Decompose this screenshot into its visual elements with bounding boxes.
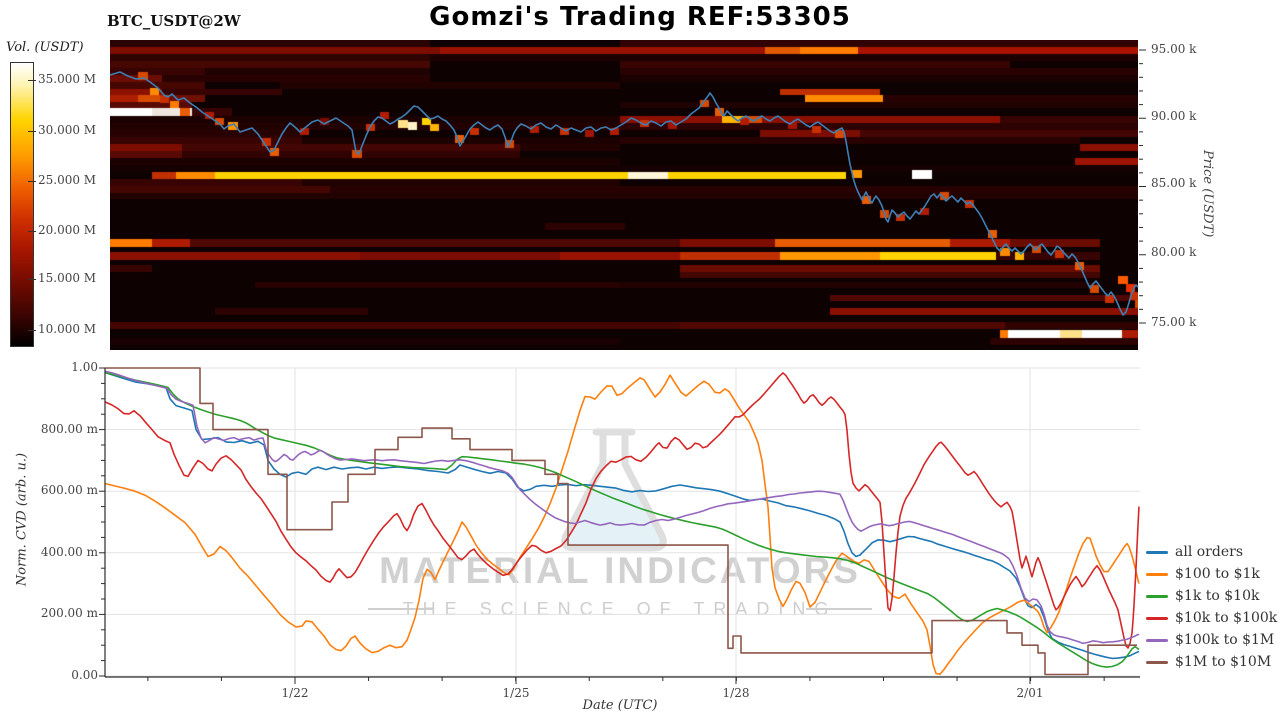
legend-line-sample [1146, 572, 1168, 576]
series--1m-to-10m [105, 367, 1137, 676]
series--1k-to-10k [104, 371, 1140, 668]
legend-label: $100k to $1M [1175, 632, 1275, 648]
watermark-dash-right [806, 608, 872, 610]
colorbar-tick-label: 30.000 M [38, 123, 97, 137]
series--100k-to-1m [104, 370, 1140, 645]
colorbar-tick-label: 25.000 M [38, 173, 97, 187]
colorbar-tick-mark [28, 279, 36, 280]
price-tick-label: 75.00 k [1151, 315, 1197, 329]
colorbar-tick-label: 15.000 M [38, 271, 97, 285]
legend-item: $100 to $1k [1146, 563, 1277, 585]
date-tick-label: 1/25 [502, 686, 530, 700]
series-all-orders [104, 371, 1140, 660]
series--10k-to-100k [104, 372, 1140, 649]
legend-line-sample [1146, 616, 1168, 620]
legend-item: all orders [1146, 541, 1277, 563]
volume-colorbar [10, 62, 34, 347]
price-tick-label: 85.00 k [1151, 176, 1197, 190]
cvd-tick-label: 400.00 m [40, 544, 98, 559]
instrument-label: BTC_USDT@2W [107, 12, 241, 30]
series--100-to-1k [104, 374, 1140, 675]
legend-item: $1k to $10k [1146, 585, 1277, 607]
colorbar-tick-label: 20.000 M [38, 223, 97, 237]
colorbar-tick-mark [28, 131, 36, 132]
price-axis-label: Price (USDT) [1200, 150, 1215, 238]
colorbar-tick-label: 35.000 M [38, 72, 97, 86]
legend-line-sample [1146, 638, 1168, 642]
legend-label: $10k to $100k [1175, 610, 1278, 626]
watermark-dash-left [368, 608, 434, 610]
legend: all orders $100 to $1k $1k to $10k $10k to … [1146, 541, 1277, 673]
legend-label: $1k to $10k [1175, 588, 1260, 604]
page-title: Gomzi's Trading REF:53305 [429, 2, 851, 32]
price-tick-label: 95.00 k [1151, 42, 1197, 56]
legend-label: all orders [1175, 544, 1243, 560]
colorbar-label: Vol. (USDT) [6, 40, 84, 55]
date-tick-label: 2/01 [1016, 686, 1044, 700]
legend-line-sample [1146, 550, 1168, 554]
price-tick-label: 90.00 k [1151, 109, 1197, 123]
watermark-line1: MATERIAL INDICATORS [379, 550, 861, 591]
date-tick-label: 1/28 [722, 686, 750, 700]
legend-item: $100k to $1M [1146, 629, 1277, 651]
cvd-tick-label: 800.00 m [40, 421, 98, 436]
colorbar-tick-mark [28, 181, 36, 182]
price-tick-label: 80.00 k [1151, 245, 1197, 259]
legend-label: $100 to $1k [1175, 566, 1260, 582]
flask-icon [561, 428, 667, 552]
colorbar-tick-mark [28, 330, 36, 331]
cvd-tick-label: 600.00 m [40, 483, 98, 498]
colorbar-tick-mark [28, 80, 36, 81]
legend-line-sample [1146, 594, 1168, 598]
cvd-tick-label: 1.00 [71, 360, 98, 374]
cvd-tick-label: 200.00 m [40, 606, 98, 621]
legend-item: $1M to $10M [1146, 651, 1277, 673]
legend-line-sample [1146, 660, 1168, 664]
legend-label: $1M to $10M [1175, 654, 1272, 670]
colorbar-tick-mark [28, 231, 36, 232]
cvd-axis-label: Norm. CVD (arb. u.) [14, 452, 30, 587]
orderbook-heatmap [110, 40, 1138, 350]
colorbar-tick-label: 10.000 M [38, 322, 97, 336]
cvd-tick-label: 0.00 [71, 668, 98, 682]
legend-item: $10k to $100k [1146, 607, 1277, 629]
date-tick-label: 1/22 [281, 686, 309, 700]
date-axis-label: Date (UTC) [582, 698, 658, 713]
